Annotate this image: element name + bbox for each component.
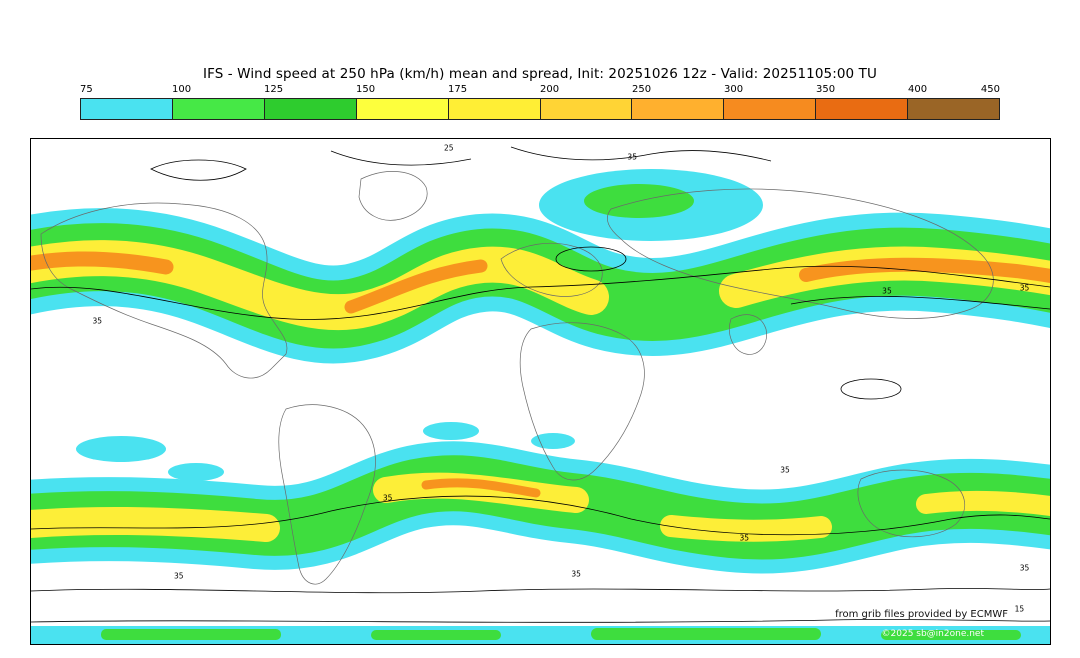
contour-label: 35 xyxy=(739,533,750,543)
colorbar-segments xyxy=(80,98,1000,120)
bottom-polar-band xyxy=(31,626,1050,644)
coastlines xyxy=(40,171,994,585)
jet-stream-south xyxy=(31,441,1050,574)
colorbar-ticks: 75 100 125 150 175 200 250 300 350 400 450 xyxy=(80,84,1000,98)
colorbar-tick: 300 xyxy=(724,84,744,95)
contour-label: 35 xyxy=(627,151,637,161)
colorbar-segment xyxy=(908,99,1000,119)
colorbar-segment xyxy=(816,99,909,119)
contour-label: 35 xyxy=(382,492,393,502)
colorbar-tick: 450 xyxy=(980,84,1000,95)
contour-label: 35 xyxy=(571,569,581,579)
contour-label: 35 xyxy=(780,465,790,475)
contour-label: 25 xyxy=(444,143,454,153)
contour-label: 35 xyxy=(92,316,103,326)
jet-stream-north xyxy=(31,208,1050,364)
colorbar-segment xyxy=(264,99,357,119)
contour-label: 15 xyxy=(1014,603,1025,613)
colorbar-tick: 75 xyxy=(80,84,93,95)
colorbar-segment xyxy=(724,99,817,119)
spread-contours xyxy=(31,146,1050,623)
colorbar-tick: 250 xyxy=(632,84,652,95)
contour-label: 35 xyxy=(1019,563,1030,573)
colorbar-segment xyxy=(448,99,541,119)
colorbar: 75 100 125 150 175 200 250 300 350 400 450 xyxy=(80,84,1000,120)
credit-copyright: ©2025 sb@in2one.net xyxy=(881,629,984,639)
contour-label: 35 xyxy=(173,571,184,581)
page-title: IFS - Wind speed at 250 hPa (km/h) mean … xyxy=(203,66,877,82)
colorbar-segment xyxy=(356,99,449,119)
colorbar-tick: 150 xyxy=(356,84,376,95)
contour-label: 35 xyxy=(882,285,892,295)
colorbar-tick: 125 xyxy=(264,84,284,95)
colorbar-segment xyxy=(81,99,173,119)
wind-speed-map: 25 35 35 35 35 35 35 35 35 35 35 15 from grib files… xyxy=(30,138,1051,645)
colorbar-segment xyxy=(632,99,725,119)
colorbar-tick: 350 xyxy=(816,84,836,95)
colorbar-tick: 100 xyxy=(172,84,192,95)
colorbar-tick: 200 xyxy=(540,84,560,95)
colorbar-tick: 175 xyxy=(448,84,468,95)
colorbar-tick: 400 xyxy=(908,84,928,95)
colorbar-segment xyxy=(172,99,265,119)
map-svg xyxy=(31,146,1050,644)
colorbar-segment xyxy=(540,99,633,119)
credit-ecmwf: from grib files provided by ECMWF xyxy=(835,609,1008,620)
contour-label: 35 xyxy=(1019,283,1030,293)
